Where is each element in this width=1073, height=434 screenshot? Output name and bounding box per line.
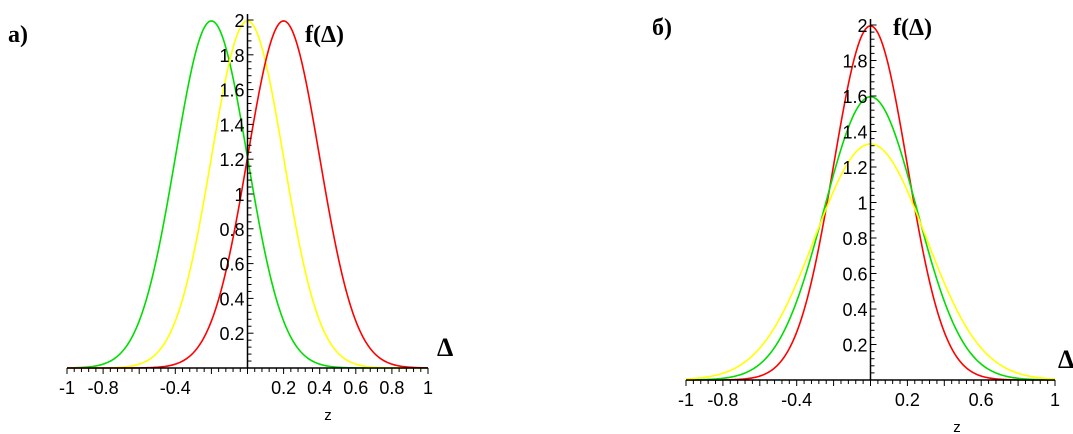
x-tick-label: 0.6: [969, 390, 994, 410]
x-tick-label: 1: [423, 378, 433, 398]
panel-label-b: б): [652, 15, 672, 41]
y-tick-label: 1.4: [842, 123, 867, 143]
y-tick-label: 1.6: [842, 87, 867, 107]
function-label-b: f(Δ): [893, 15, 932, 41]
x-tick-label: -1: [59, 378, 75, 398]
y-tick-label: 2: [234, 11, 244, 31]
x-tick-label: -1: [678, 390, 694, 410]
x-tick-label: -0.4: [781, 390, 812, 410]
y-tick-label: 1: [234, 185, 244, 205]
axis-delta-label-a: Δ: [437, 333, 453, 362]
x-axis-title-b: z: [953, 419, 961, 434]
y-tick-label: 1.8: [219, 46, 244, 66]
panel-label-a: а): [8, 22, 28, 48]
x-axis-title-a: z: [324, 407, 332, 424]
x-tick-label: -0.8: [88, 378, 119, 398]
x-tick-label: 0.8: [379, 378, 404, 398]
y-tick-label: 0.8: [842, 229, 867, 249]
y-tick-label: 1.8: [842, 52, 867, 72]
chart-panel-a: -1 -0.8 -0.4 0.2 0.4 0.6 0.8 1 0.2 0.4 0.6 0.8 1 1.2 1…: [8, 11, 453, 424]
x-tick-label: 1: [1050, 390, 1060, 410]
x-tick-label: 0.4: [307, 378, 332, 398]
y-tick-label: 1.2: [219, 150, 244, 170]
y-tick-label: 0.8: [219, 220, 244, 240]
y-tick-label: 0.4: [219, 289, 244, 309]
y-tick-label: 1: [857, 194, 867, 214]
axis-delta-label-b: Δ: [1058, 345, 1073, 374]
y-tick-label: 1.2: [842, 158, 867, 178]
y-tick-label: 1.6: [219, 81, 244, 101]
chart-panel-b: -1 -0.8 -0.4 0.2 0.6 1 0.2 0.4 0.6 0.8 1 1.2 1.4 1.6 1…: [652, 15, 1073, 434]
x-tick-label: 0.2: [271, 378, 296, 398]
x-tick-label: -0.4: [160, 378, 191, 398]
y-tick-label: 2: [857, 16, 867, 36]
x-tick-label: -0.8: [707, 390, 738, 410]
x-tick-label: 0.2: [895, 390, 920, 410]
y-tick-label: 0.2: [842, 336, 867, 356]
y-tick-label: 1.4: [219, 115, 244, 135]
y-tick-label: 0.6: [219, 255, 244, 275]
function-label-a: f(Δ): [305, 22, 344, 48]
y-tick-label: 0.6: [842, 265, 867, 285]
y-tick-label: 0.4: [842, 300, 867, 320]
x-tick-label: 0.6: [343, 378, 368, 398]
y-tick-label: 0.2: [219, 324, 244, 344]
